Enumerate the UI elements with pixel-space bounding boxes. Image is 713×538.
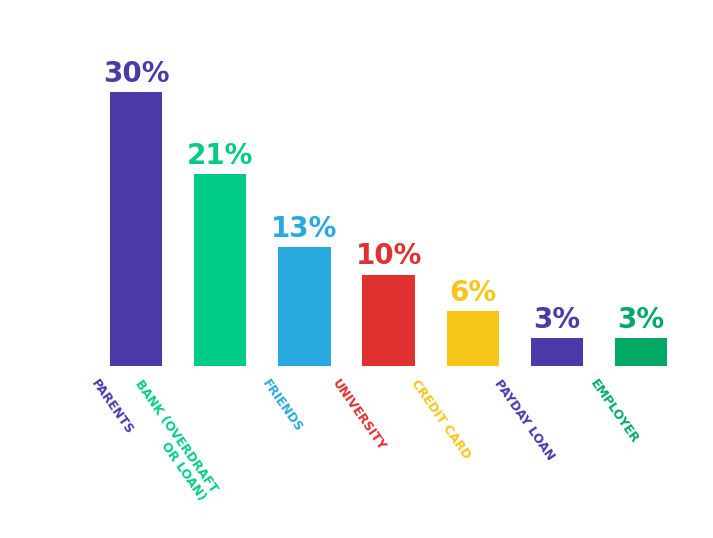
Text: 6%: 6%	[449, 279, 496, 307]
Text: 21%: 21%	[187, 142, 253, 170]
Bar	[194, 174, 246, 366]
Text: 30%: 30%	[103, 60, 169, 88]
Bar	[531, 338, 583, 366]
Bar	[110, 93, 162, 366]
Bar	[615, 338, 667, 366]
Text: 13%: 13%	[271, 215, 337, 243]
Bar	[362, 275, 415, 366]
Text: 3%: 3%	[617, 306, 665, 334]
Text: 10%: 10%	[355, 242, 422, 270]
Bar	[446, 311, 499, 366]
Bar	[278, 247, 331, 366]
Text: 3%: 3%	[533, 306, 580, 334]
